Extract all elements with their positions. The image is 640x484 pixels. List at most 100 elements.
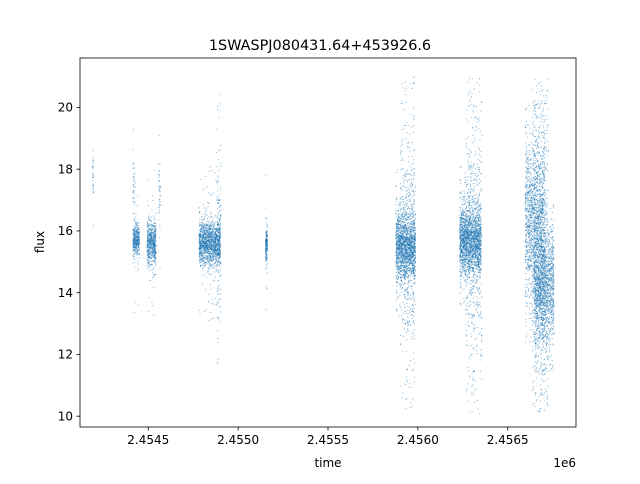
- data-point: [220, 311, 222, 313]
- data-point: [399, 286, 401, 288]
- data-point: [403, 221, 405, 223]
- data-point: [409, 208, 411, 210]
- data-point: [208, 228, 210, 230]
- data-point: [214, 234, 216, 236]
- data-point: [402, 103, 404, 105]
- data-point: [399, 225, 401, 227]
- data-point: [147, 241, 149, 243]
- data-point: [401, 280, 403, 282]
- data-point: [407, 260, 409, 262]
- data-point: [405, 218, 407, 220]
- data-point: [407, 270, 409, 272]
- data-point: [133, 186, 135, 188]
- data-point: [398, 256, 400, 258]
- data-point: [414, 262, 416, 264]
- data-point: [395, 185, 397, 187]
- data-point: [406, 239, 408, 241]
- data-point: [212, 254, 214, 256]
- data-point: [395, 212, 397, 214]
- data-point: [201, 261, 203, 263]
- data-point: [202, 256, 204, 258]
- data-point: [412, 321, 414, 323]
- data-point: [409, 231, 411, 233]
- data-point: [210, 256, 212, 258]
- data-point: [202, 245, 204, 247]
- data-point: [200, 222, 202, 224]
- data-point: [415, 257, 417, 259]
- data-point: [400, 334, 402, 336]
- data-point: [203, 256, 205, 258]
- data-point: [217, 198, 219, 200]
- data-point: [153, 240, 155, 242]
- data-point: [215, 230, 217, 232]
- data-point: [150, 239, 152, 241]
- data-point: [203, 240, 205, 242]
- data-point: [199, 211, 201, 213]
- data-point: [203, 244, 205, 246]
- data-point: [152, 242, 154, 244]
- data-point: [398, 216, 400, 218]
- data-point: [148, 297, 150, 299]
- data-point: [201, 216, 203, 218]
- data-point: [219, 224, 221, 226]
- data-point: [147, 250, 149, 252]
- data-point: [400, 262, 402, 264]
- data-point: [397, 246, 399, 248]
- data-point: [135, 266, 137, 268]
- data-point: [147, 235, 149, 237]
- data-point: [215, 256, 217, 258]
- data-point: [396, 265, 398, 267]
- data-point: [218, 243, 220, 245]
- data-point: [214, 247, 216, 249]
- data-point: [403, 217, 405, 219]
- data-point: [412, 205, 413, 207]
- data-point: [404, 272, 406, 274]
- data-point: [151, 229, 153, 231]
- data-point: [402, 201, 404, 203]
- data-point: [396, 226, 398, 228]
- data-point: [397, 254, 399, 256]
- data-point: [413, 229, 415, 231]
- data-point: [148, 252, 150, 254]
- data-point: [150, 224, 152, 226]
- data-point: [412, 217, 414, 219]
- data-point: [404, 81, 406, 83]
- data-point: [395, 234, 397, 236]
- data-point: [395, 198, 397, 200]
- data-point: [410, 279, 412, 281]
- data-point: [200, 255, 202, 257]
- data-point: [404, 256, 406, 258]
- data-point: [396, 251, 398, 253]
- data-point: [205, 227, 207, 229]
- data-point: [220, 255, 222, 257]
- data-point: [404, 311, 406, 313]
- data-point: [206, 207, 208, 209]
- data-point: [409, 194, 411, 196]
- data-point: [405, 253, 406, 255]
- data-point: [215, 254, 217, 256]
- data-point: [203, 259, 205, 261]
- data-point: [409, 258, 411, 260]
- data-point: [202, 267, 204, 269]
- data-point: [132, 237, 134, 239]
- data-point: [397, 222, 399, 224]
- data-point: [207, 301, 209, 303]
- data-point: [214, 259, 216, 261]
- data-point: [409, 307, 411, 309]
- data-point: [401, 231, 403, 233]
- data-point: [414, 278, 416, 280]
- data-point: [404, 247, 406, 249]
- data-point: [413, 240, 415, 242]
- data-point: [214, 172, 216, 174]
- data-point: [405, 240, 407, 242]
- data-point: [408, 230, 410, 232]
- data-point: [207, 230, 209, 232]
- data-point: [395, 251, 397, 253]
- data-point: [198, 221, 200, 223]
- data-point: [407, 202, 409, 204]
- data-point: [201, 235, 203, 237]
- data-point: [210, 259, 212, 261]
- data-point: [408, 260, 410, 262]
- data-point: [266, 250, 268, 252]
- data-point: [218, 239, 220, 241]
